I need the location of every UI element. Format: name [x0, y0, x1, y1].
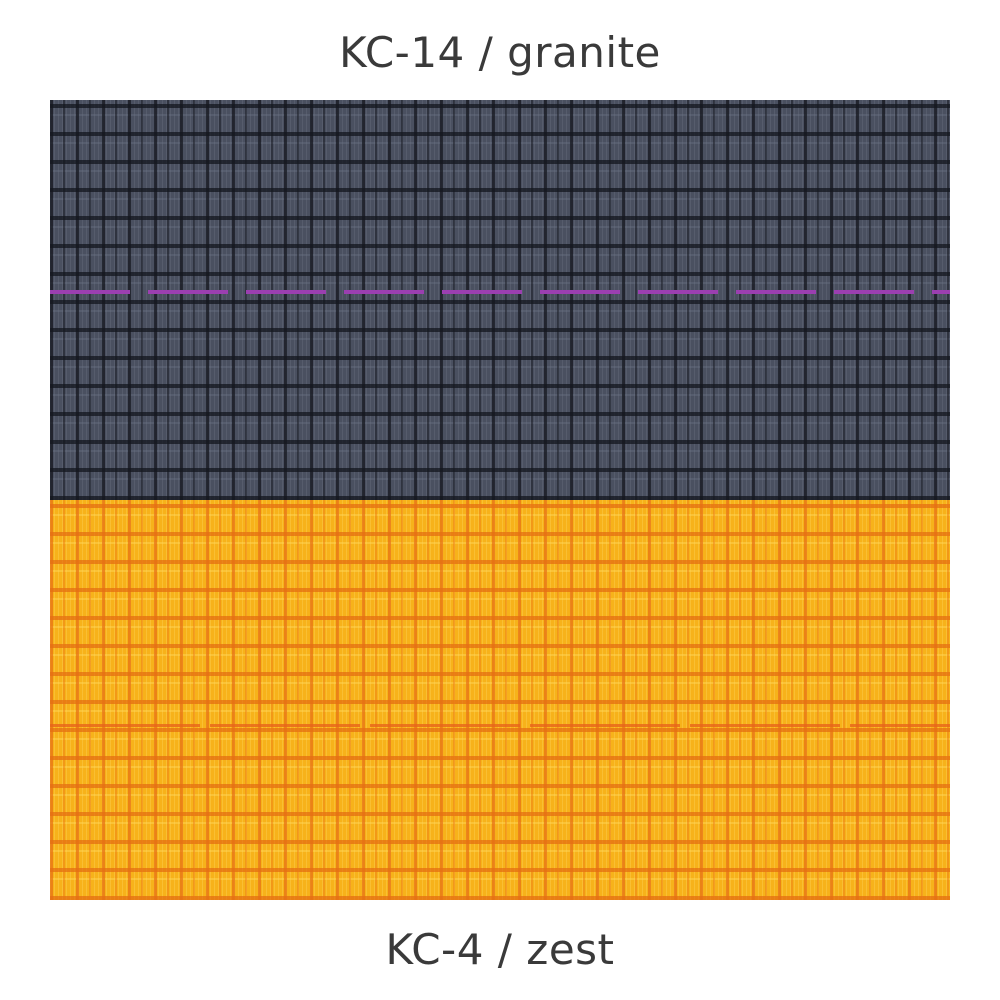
- swatch-label-zest: KC-4 / zest: [385, 925, 615, 974]
- stitch-line-purple: [50, 290, 950, 294]
- fabric-swatch-granite: [50, 100, 950, 500]
- stitch-line-orange: [50, 724, 950, 727]
- swatch-label-granite: KC-14 / granite: [339, 28, 661, 77]
- fabric-swatch-zest: [50, 500, 950, 900]
